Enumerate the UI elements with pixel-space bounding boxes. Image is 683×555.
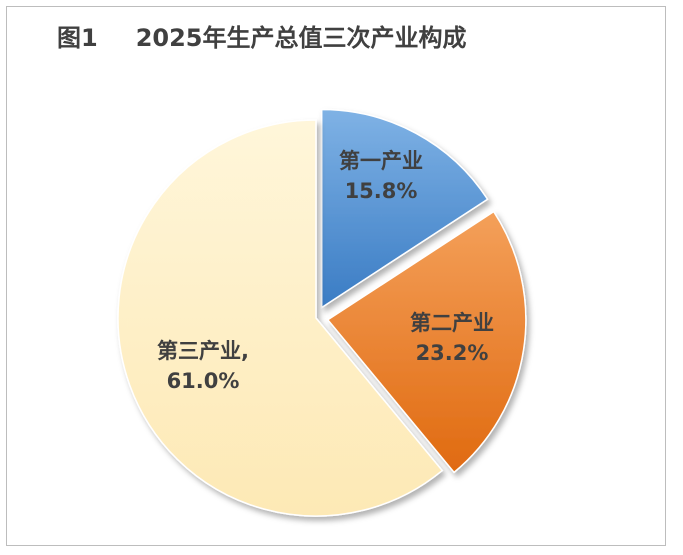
chart-title: 图1 2025年生产总值三次产业构成 (57, 18, 467, 53)
slice-label-1: 第一产业 (339, 149, 423, 173)
pie-slice-3 (117, 119, 444, 517)
slice-value-1: 15.8% (345, 179, 418, 203)
slice-label-3: 第三产业, (157, 339, 249, 363)
pie-slice-2 (326, 210, 527, 474)
slice-value-3: 61.0% (167, 369, 240, 393)
slice-label-2: 第二产业 (410, 311, 494, 335)
figure-label: 图1 (57, 24, 98, 52)
title-text: 2025年生产总值三次产业构成 (135, 24, 467, 52)
pie-slice-1 (320, 108, 489, 309)
slice-value-2: 23.2% (416, 341, 489, 365)
